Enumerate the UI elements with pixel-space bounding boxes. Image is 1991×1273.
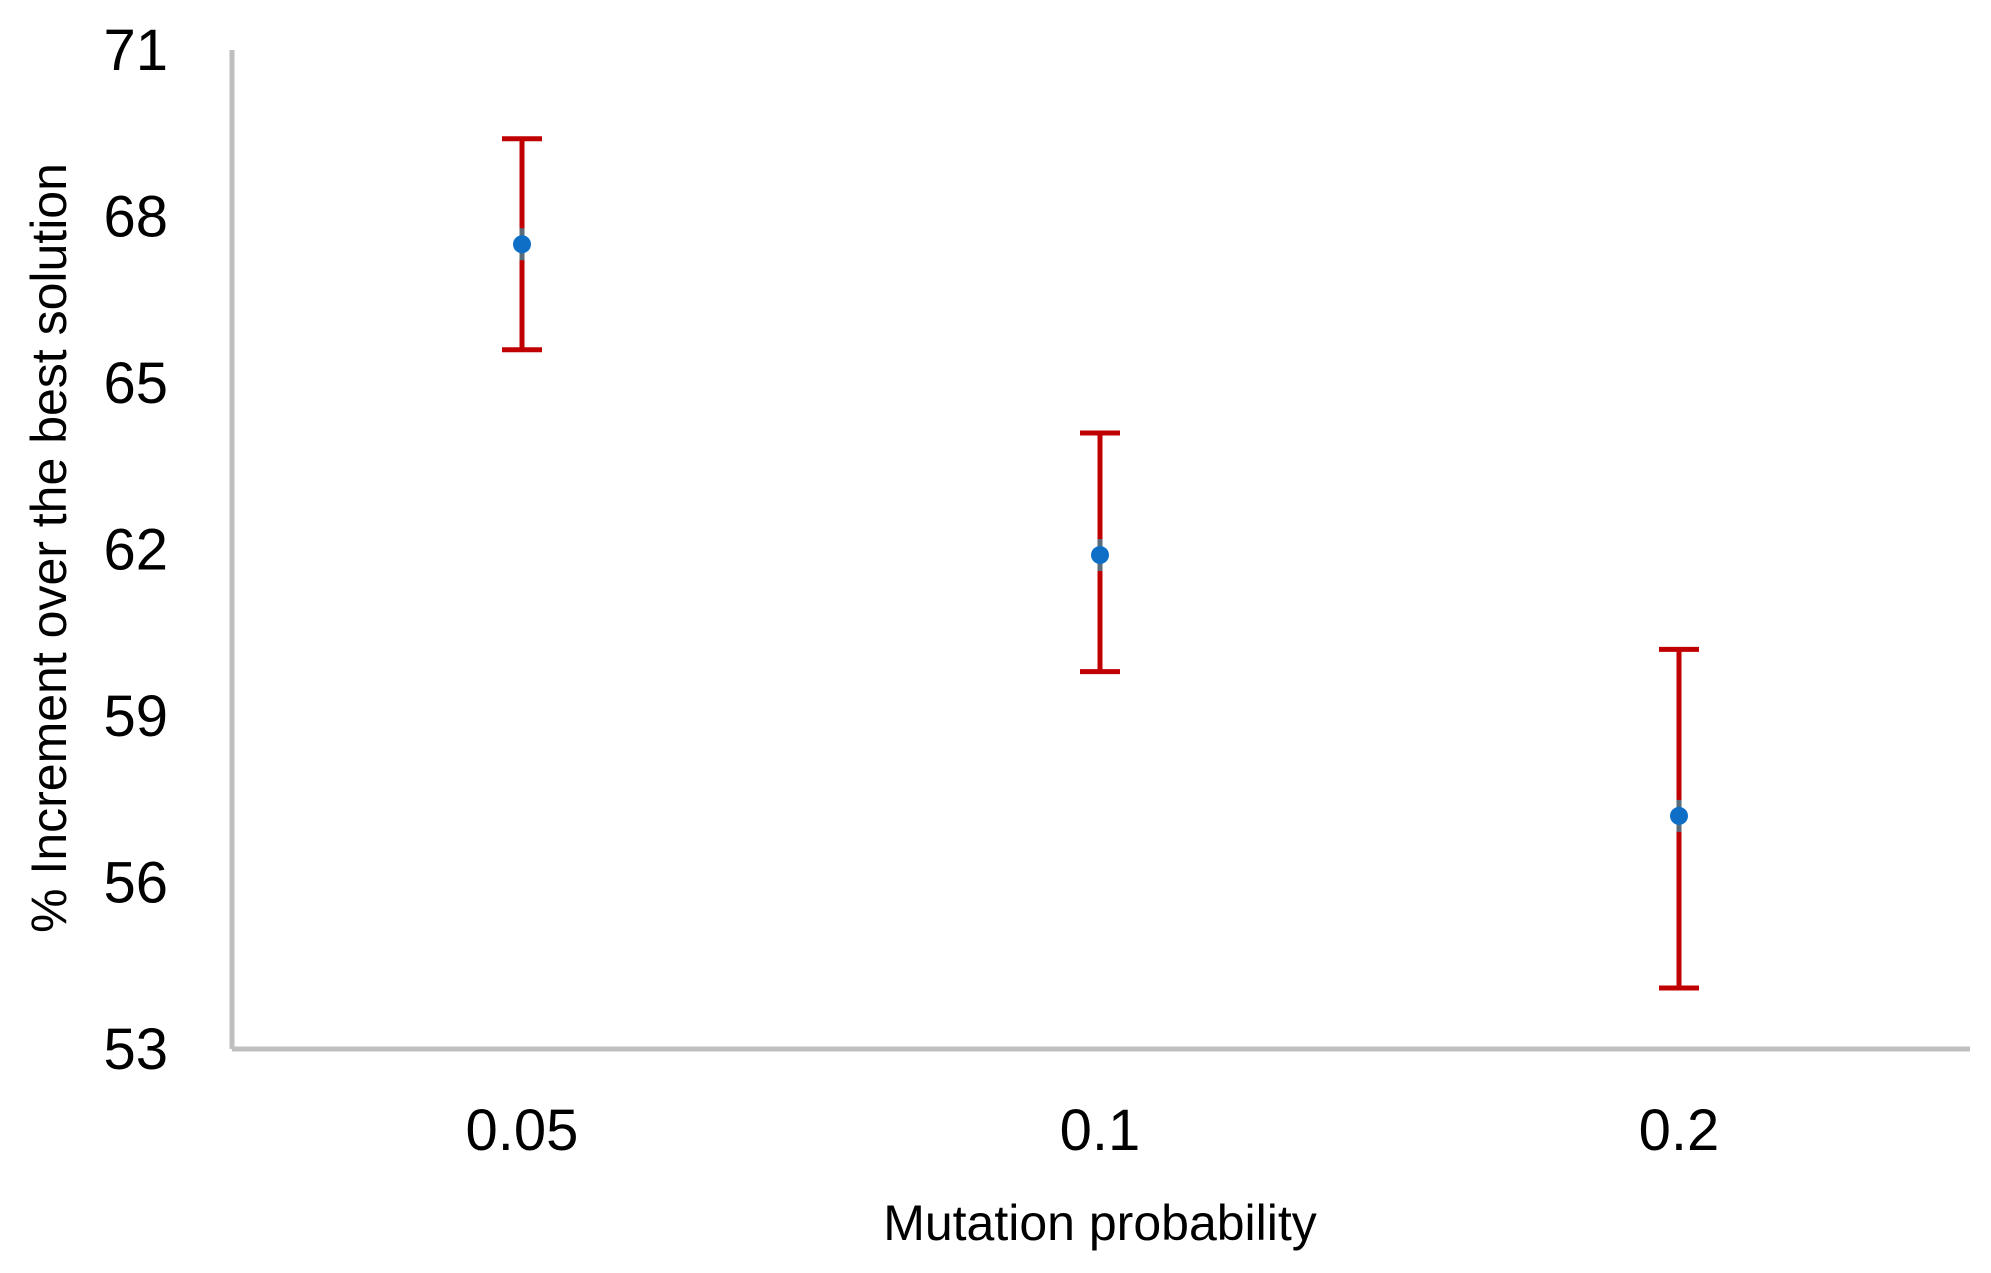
x-axis-title: Mutation probability xyxy=(883,1195,1317,1251)
x-tick-label: 0.2 xyxy=(1639,1098,1720,1163)
y-tick-label: 65 xyxy=(103,351,168,416)
data-point xyxy=(1670,806,1688,825)
data-points xyxy=(513,228,1688,832)
y-tick-label: 62 xyxy=(103,518,168,583)
y-axis-title: % Increment over the best solution xyxy=(21,163,77,933)
y-tick-label: 53 xyxy=(103,1017,168,1082)
x-tick-labels: 0.05 0.1 0.2 xyxy=(466,1098,1720,1163)
y-tick-label: 56 xyxy=(103,851,168,916)
data-point xyxy=(513,235,531,254)
y-tick-label: 71 xyxy=(103,18,168,83)
data-point xyxy=(1091,546,1109,565)
x-tick-label: 0.05 xyxy=(466,1098,579,1163)
y-tick-label: 68 xyxy=(103,185,168,250)
y-tick-label: 59 xyxy=(103,684,168,749)
y-tick-labels: 53 56 59 62 65 68 71 xyxy=(103,18,168,1082)
x-tick-label: 0.1 xyxy=(1060,1098,1141,1163)
